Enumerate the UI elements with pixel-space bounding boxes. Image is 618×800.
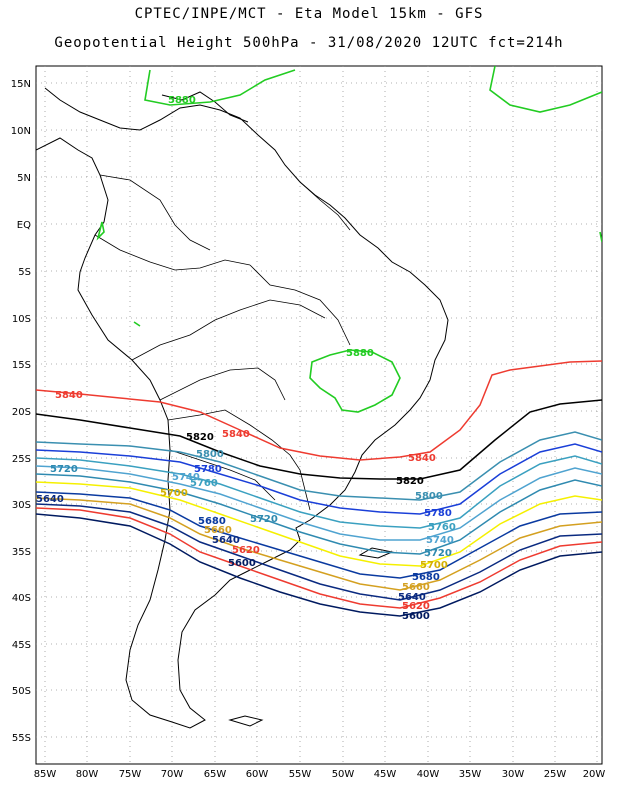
label-5780-east: 5780 <box>424 508 452 519</box>
lat-tick: EQ <box>17 220 31 231</box>
contour-5800 <box>36 431 602 501</box>
label-5720-mid: 5720 <box>250 514 278 525</box>
label-5720-west: 5720 <box>50 464 78 475</box>
label-5620-west: 5620 <box>232 545 260 556</box>
label-5640-west: 5640 <box>212 535 240 546</box>
contour-5820 <box>36 399 602 480</box>
label-5740-east: 5740 <box>426 535 454 546</box>
lon-tick: 85W <box>34 769 57 780</box>
map-subtitle: Geopotential Height 500hPa - 31/08/2020 … <box>54 35 564 51</box>
lon-tick: 40W <box>417 769 440 780</box>
lat-tick: 50S <box>12 686 31 697</box>
lon-tick: 55W <box>289 769 312 780</box>
label-5800-west: 5800 <box>196 449 224 460</box>
country-borders <box>94 174 351 511</box>
longitude-axis: 85W 80W 75W 70W 65W 60W 55W 50W 45W 40W … <box>34 769 606 780</box>
label-5740-west: 5740 <box>172 472 200 483</box>
lon-tick: 70W <box>161 769 184 780</box>
label-5840-west: 5840 <box>55 390 83 401</box>
lat-tick: 5S <box>18 267 31 278</box>
label-5760-west: 5760 <box>190 478 218 489</box>
lat-tick: 45S <box>12 640 31 651</box>
lon-tick: 80W <box>76 769 99 780</box>
latitude-axis: 15N 10N 5N EQ 5S 10S 15S 20S 25S 30S 35S… <box>11 79 31 744</box>
label-5880-brazil: 5880 <box>346 348 374 359</box>
lat-tick: 20S <box>12 407 31 418</box>
contour-5620 <box>36 507 602 609</box>
lon-tick: 35W <box>459 769 482 780</box>
label-5820-west: 5820 <box>186 432 214 443</box>
lat-tick: 55S <box>12 733 31 744</box>
coastlines <box>36 87 449 729</box>
contour-5640 <box>36 503 602 601</box>
label-5780-west: 5780 <box>194 464 222 475</box>
lon-tick: 75W <box>119 769 142 780</box>
lon-tick: 25W <box>544 769 567 780</box>
lon-tick: 65W <box>204 769 227 780</box>
label-5640-east: 5640 <box>398 592 426 603</box>
label-5800-east: 5800 <box>415 491 443 502</box>
lat-tick: 30S <box>12 500 31 511</box>
label-5820-east: 5820 <box>396 476 424 487</box>
label-5720-east: 5720 <box>424 548 452 559</box>
label-5760-east: 5760 <box>428 522 456 533</box>
lat-tick: 35S <box>12 547 31 558</box>
label-5640-far-west: 5640 <box>36 494 64 505</box>
label-5660-west: 5660 <box>204 525 232 536</box>
contour-5880 <box>96 66 602 413</box>
lon-tick: 50W <box>332 769 355 780</box>
lat-tick: 10N <box>11 126 31 137</box>
label-5600-east: 5600 <box>402 611 430 622</box>
label-5620-east: 5620 <box>402 601 430 612</box>
label-5700-west: 5700 <box>160 488 188 499</box>
lat-tick: 5N <box>17 173 31 184</box>
contour-5600 <box>36 513 602 617</box>
lat-tick: 25S <box>12 454 31 465</box>
contour-5740 <box>36 465 602 541</box>
contour-5760 <box>36 455 602 529</box>
label-5680-east: 5680 <box>412 572 440 583</box>
map-title: CPTEC/INPE/MCT - Eta Model 15km - GFS <box>134 6 484 22</box>
lat-tick: 15S <box>12 360 31 371</box>
label-5880-top: 5880 <box>168 95 196 106</box>
label-5700-east: 5700 <box>420 560 448 571</box>
lat-tick: 15N <box>11 79 31 90</box>
label-5680-west: 5680 <box>198 516 226 527</box>
contour-5840 <box>36 360 602 461</box>
label-5600-west: 5600 <box>228 558 256 569</box>
map-frame <box>35 65 603 765</box>
lon-tick: 30W <box>502 769 525 780</box>
lat-tick: 40S <box>12 593 31 604</box>
contour-5660 <box>36 497 602 591</box>
label-5840-mid: 5840 <box>222 429 250 440</box>
contour-5680 <box>36 491 602 579</box>
contour-5720 <box>36 473 602 555</box>
label-5840-east: 5840 <box>408 453 436 464</box>
lon-tick: 60W <box>246 769 269 780</box>
label-5660-east: 5660 <box>402 582 430 593</box>
contour-5780 <box>36 443 602 515</box>
lon-tick: 20W <box>583 769 606 780</box>
lat-tick: 10S <box>12 314 31 325</box>
lon-tick: 45W <box>374 769 397 780</box>
contour-5700 <box>36 481 602 567</box>
